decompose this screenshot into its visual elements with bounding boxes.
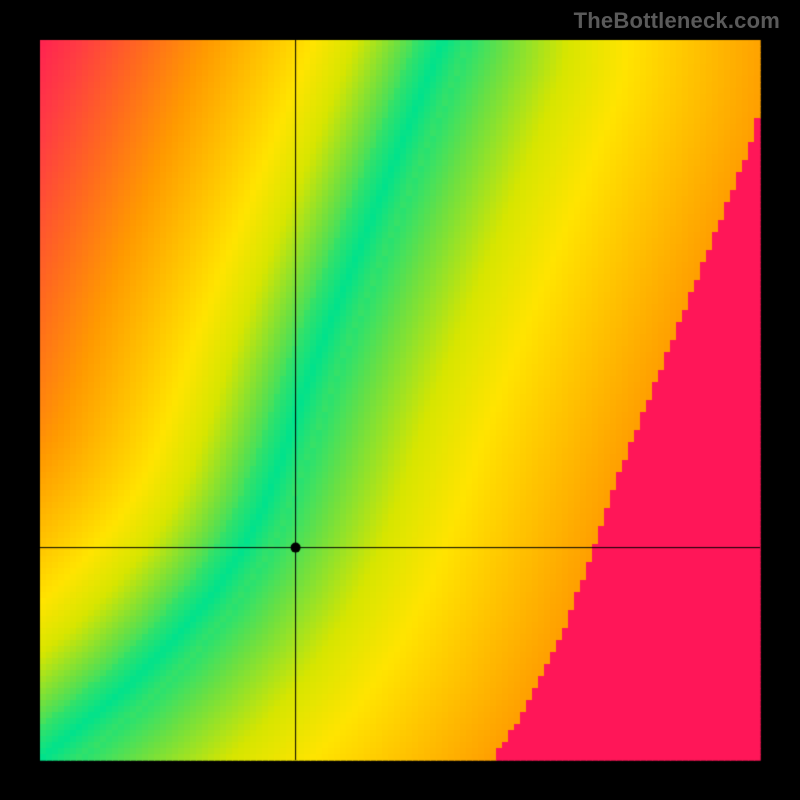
watermark-label: TheBottleneck.com bbox=[574, 8, 780, 34]
bottleneck-heatmap bbox=[0, 0, 800, 800]
